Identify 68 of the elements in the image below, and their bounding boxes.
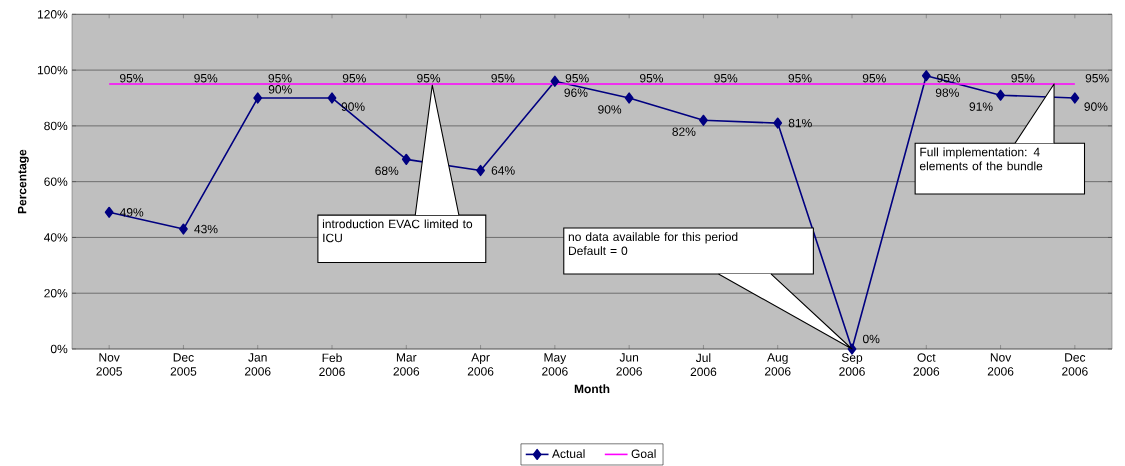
y-tick-label: 100% [37,65,68,75]
x-tick-label: Dec 2006 [1062,353,1088,376]
data-label: 68% [375,166,399,176]
data-label: 95% [788,73,812,83]
data-label: 82% [672,127,696,136]
data-label: 98% [935,88,959,97]
x-tick-label: May 2006 [542,353,568,376]
data-label: 95% [342,73,366,83]
data-label: 91% [969,102,993,111]
data-label: 81% [788,118,812,128]
data-label: 43% [194,224,218,234]
data-label: 0% [862,334,880,344]
point [624,92,634,104]
data-label: 95% [714,73,738,83]
y-tick-label: 20% [44,288,68,298]
point [921,70,931,82]
data-label: 90% [598,105,622,114]
x-tick-label: Jun 2006 [616,353,642,376]
annotation: introduction EVAC limited to ICU [322,219,473,243]
data-label: 95% [565,73,589,83]
data-label: 95% [417,73,441,83]
x-tick-label: Nov 2005 [96,353,122,376]
legend-label: Goal [631,449,656,458]
x-axis-title: Month [574,384,610,394]
point [104,206,114,218]
y-tick-label: 120% [37,10,68,19]
x-tick-label: Jul 2006 [690,353,717,377]
x-tick-label: Aug 2006 [764,353,791,376]
point [550,75,560,87]
data-label: 95% [639,73,664,83]
legend-label: Actual [552,449,585,458]
point [179,223,188,235]
x-tick-label: Nov 2006 [987,353,1014,376]
point [401,153,411,165]
data-label: 95% [194,73,218,83]
point [773,117,783,129]
data-label: 95% [268,73,292,83]
point [699,114,708,126]
data-label: 95% [1011,73,1035,83]
x-tick-label: Sep 2006 [839,353,865,376]
data-label: 90% [268,85,292,94]
point [1070,92,1080,104]
point [253,92,263,104]
y-tick-label: 60% [44,177,68,186]
y-tick-label: 0% [50,344,68,354]
data-label: 64% [491,166,515,175]
point [327,92,337,104]
data-label: 95% [119,73,144,83]
point [996,89,1005,101]
x-tick-label: Jan 2006 [244,353,271,376]
data-label: 49% [119,208,144,217]
x-tick-label: Feb 2006 [319,353,345,377]
y-tick-label: 40% [44,233,68,242]
x-tick-label: Oct 2006 [913,353,940,376]
annotation: Full implementation: 4 elements of the bundle [919,147,1043,171]
y-tick-label: 80% [44,121,68,131]
data-label: 90% [341,102,365,111]
data-label: 96% [564,88,588,97]
annotation: no data available for this period Default = 0 [568,232,738,256]
data-label: 90% [1084,102,1108,111]
y-axis-title: Percentage [17,149,29,214]
data-label: 95% [862,73,886,83]
data-label: 95% [1085,73,1109,83]
x-tick-label: Mar 2006 [393,353,420,376]
data-label: 95% [491,73,515,83]
x-tick-label: Apr 2006 [467,353,494,376]
x-tick-label: Dec 2005 [170,353,197,376]
data-label: 95% [937,73,961,83]
